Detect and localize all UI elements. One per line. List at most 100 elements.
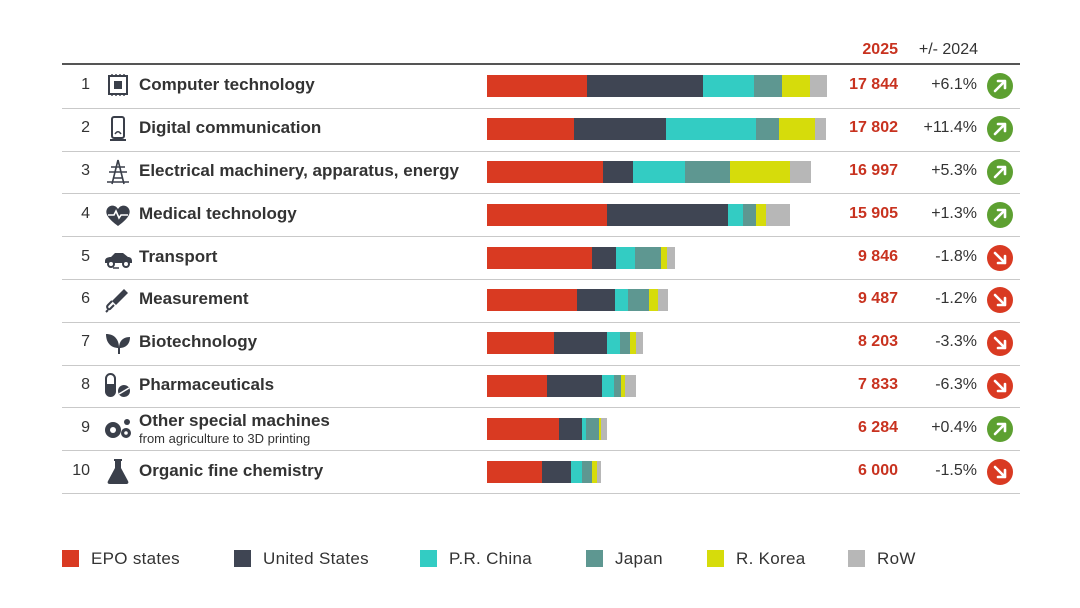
leaf-icon xyxy=(103,329,133,357)
row-label: Transport xyxy=(139,246,218,266)
stacked-bar xyxy=(487,417,607,440)
gears-icon xyxy=(103,415,133,443)
bar-segment-r-korea xyxy=(648,289,659,312)
bar-segment-row xyxy=(790,161,811,183)
bar-segment-epo-states xyxy=(487,460,543,483)
bar-segment-r-korea xyxy=(779,118,815,141)
row-rank: 3 xyxy=(81,162,90,179)
row-divider xyxy=(62,107,1020,109)
row-divider xyxy=(62,236,1020,238)
flask-icon xyxy=(103,458,133,486)
arrow-up-icon xyxy=(987,73,1013,100)
bar-segment-r-korea xyxy=(621,375,625,397)
row-divider xyxy=(62,321,1020,323)
legend-label: United States xyxy=(263,549,369,568)
row-rank: 5 xyxy=(81,247,90,265)
row-rank: 1 xyxy=(81,76,90,94)
row-rank: 6 xyxy=(81,290,90,308)
bar-segment-row xyxy=(814,118,827,141)
row-sublabel: from agriculture to 3D printing xyxy=(139,430,311,446)
bar-segment-epo-states xyxy=(487,203,608,226)
bar-segment-united-states xyxy=(603,161,633,183)
stacked-bar xyxy=(487,203,791,226)
bar-segment-row xyxy=(597,460,602,483)
row-value: 8 203 xyxy=(857,333,898,351)
row-label: Digital communication xyxy=(139,118,322,138)
heart-rate-icon xyxy=(103,201,133,229)
row-change: +6.1% xyxy=(931,76,977,94)
row-divider xyxy=(62,407,1020,409)
arrow-down-icon xyxy=(987,330,1013,357)
row-value: 6 284 xyxy=(857,418,898,436)
row-label: Organic fine chemistry xyxy=(139,460,324,480)
row-change: +0.4% xyxy=(931,418,977,436)
row-divider xyxy=(62,193,1020,195)
row-change: -6.3% xyxy=(935,376,977,393)
arrow-up-icon xyxy=(987,116,1013,143)
row-label: Medical technology xyxy=(139,203,297,223)
row-value: 9 846 xyxy=(857,247,898,265)
row-change: +5.3% xyxy=(931,162,977,179)
arrow-down-icon xyxy=(987,458,1013,485)
bar-segment-r-korea xyxy=(661,246,668,269)
bar-segment-united-states xyxy=(547,375,603,397)
bar-segment-japan xyxy=(753,75,782,98)
header-year: 2025 xyxy=(862,41,898,58)
bar-segment-epo-states xyxy=(487,417,560,440)
bar-segment-row xyxy=(810,75,827,98)
bar-segment-japan xyxy=(613,375,622,397)
row-value: 9 487 xyxy=(857,290,898,308)
stacked-bar xyxy=(487,289,668,312)
bar-segment-japan xyxy=(628,289,649,312)
smartphone-icon xyxy=(103,115,133,143)
bar-segment-p-r-china xyxy=(602,375,614,397)
legend-label: P.R. China xyxy=(449,549,533,568)
bar-segment-japan xyxy=(582,460,592,483)
row-change: +11.4% xyxy=(923,119,977,137)
stacked-bar xyxy=(487,75,827,98)
bar-segment-epo-states xyxy=(487,118,574,141)
header-change-label: +/- 2024 xyxy=(918,41,978,58)
row-value: 7 833 xyxy=(857,376,898,393)
row-label: Pharmaceuticals xyxy=(139,375,275,394)
bar-segment-row xyxy=(624,375,637,397)
arrow-up-icon xyxy=(987,201,1013,228)
bar-segment-r-korea xyxy=(591,460,598,483)
bar-segment-united-states xyxy=(573,118,666,141)
stacked-bar xyxy=(487,332,644,355)
row-value: 17 802 xyxy=(849,119,898,137)
bar-segment-p-r-china xyxy=(633,161,686,183)
legend-label: Japan xyxy=(615,549,663,568)
legend-swatch xyxy=(586,550,603,567)
legend-label: RoW xyxy=(877,549,916,568)
row-divider xyxy=(62,493,1020,494)
bar-segment-united-states xyxy=(607,203,728,226)
stacked-bar xyxy=(487,118,827,141)
row-divider xyxy=(62,150,1020,152)
bar-segment-p-r-china xyxy=(703,75,754,98)
bar-segment-p-r-china xyxy=(582,417,586,440)
pill-icon xyxy=(103,372,133,400)
row-change: -3.3% xyxy=(935,333,977,351)
bar-segment-united-states xyxy=(577,289,616,312)
row-change: -1.2% xyxy=(935,290,977,308)
car-icon xyxy=(103,244,133,272)
arrow-up-icon xyxy=(987,159,1013,185)
row-label: Computer technology xyxy=(139,75,315,95)
row-rank: 7 xyxy=(81,333,90,351)
row-rank: 9 xyxy=(81,418,90,436)
row-divider xyxy=(62,450,1020,452)
bar-segment-epo-states xyxy=(487,375,548,397)
legend-swatch xyxy=(707,550,724,567)
legend-swatch xyxy=(62,550,79,567)
bar-segment-r-korea xyxy=(781,75,811,98)
bar-segment-row xyxy=(658,289,668,312)
bar-segment-united-states xyxy=(542,460,571,483)
bar-segment-united-states xyxy=(553,332,608,355)
power-pylon-icon xyxy=(103,158,133,186)
bar-segment-japan xyxy=(685,161,731,183)
bar-segment-p-r-china xyxy=(666,118,757,141)
row-rank: 2 xyxy=(81,119,90,137)
bar-segment-p-r-china xyxy=(727,203,743,226)
bar-segment-r-korea xyxy=(629,332,636,355)
